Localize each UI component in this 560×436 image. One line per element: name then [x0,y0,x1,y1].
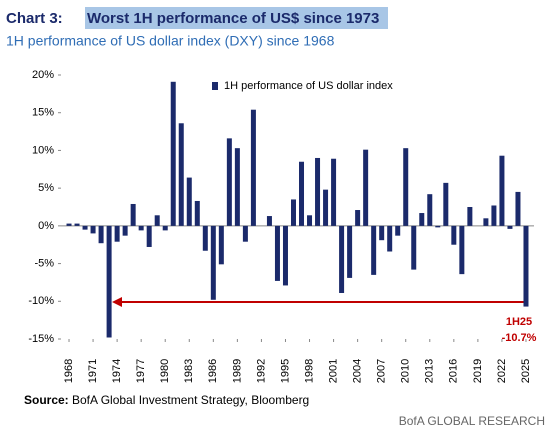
bar [523,225,529,307]
source-label: Source: [24,393,69,407]
bar [146,225,152,247]
legend-label: 1H performance of US dollar index [224,80,393,92]
y-tick-label: 10% [32,144,54,156]
x-tick-label: 2001 [327,359,339,383]
y-tick-label: 5% [38,182,54,194]
x-tick-label: 2013 [424,359,436,383]
x-tick-label: 2010 [400,359,412,383]
x-tick-label: 2019 [472,359,484,383]
x-tick-label: 1989 [231,359,243,383]
bar [242,225,248,242]
bar [371,225,377,275]
bar [355,210,361,226]
legend-swatch [212,82,218,90]
y-tick-label: 20% [32,69,54,81]
bar [250,109,256,226]
x-tick-label: 2022 [496,359,508,383]
bar [451,225,457,245]
x-tick-label: 2004 [352,359,364,383]
bar [307,215,313,226]
chart-title: Worst 1H performance of US$ since 1973 [87,10,379,27]
x-tick-label: 1995 [279,359,291,383]
bar [194,200,200,226]
y-tick-label: -10% [28,295,54,307]
bar [491,205,497,226]
footer: BofA GLOBAL RESEARCH [399,414,545,428]
bar [459,225,465,275]
chart-title-prefix: Chart 3: [6,10,63,27]
bar [274,225,280,281]
bar [427,194,433,226]
annotation: 1H25 [506,316,532,328]
bar [66,223,72,226]
x-tick-label: 2007 [376,359,388,383]
bar [387,225,393,252]
bar [443,182,449,226]
bar [170,81,176,226]
x-tick-label: 1974 [111,359,123,383]
x-tick-label: 1980 [159,359,171,383]
y-tick-label: -5% [34,257,54,269]
bar [435,225,441,228]
x-tick-label: 2016 [448,359,460,383]
bar [299,161,305,226]
y-tick-label: 15% [32,107,54,119]
bar [315,157,321,226]
bar [339,225,345,293]
bar [363,149,369,226]
bar [122,225,128,236]
bar [467,207,473,226]
bar [82,225,88,230]
bar [106,225,112,338]
source: BofA Global Investment Strategy, Bloombe… [72,393,309,407]
bar [130,203,136,226]
bar [290,199,296,226]
bar [162,225,168,231]
bar [483,218,489,226]
x-tick-label: 2025 [520,359,532,383]
annotation: -10.7% [502,332,537,344]
y-tick-label: 0% [38,220,54,232]
bar [74,223,80,226]
bar [515,191,521,226]
bar [282,225,288,286]
bar [210,225,216,300]
bar [138,225,144,231]
y-tick-label: -15% [28,333,54,345]
bar [411,225,417,270]
bar [202,225,208,251]
bar [90,225,96,234]
x-tick-label: 1992 [255,359,267,383]
bar [178,123,184,226]
bar [403,148,409,226]
bar [154,215,160,226]
bar [379,225,385,241]
chart-subtitle: 1H performance of US dollar index (DXY) … [6,33,335,49]
bar [266,216,272,226]
x-tick-label: 1977 [135,359,147,383]
bar [507,225,513,229]
bar [186,177,192,226]
bar [234,148,240,226]
x-tick-label: 1986 [207,359,219,383]
bar [499,155,505,226]
x-tick-label: 1971 [87,359,99,383]
bar [218,225,224,265]
bar [226,138,232,226]
bar [395,225,401,236]
x-tick-label: 1998 [303,359,315,383]
bar [323,189,329,226]
bar [331,158,337,226]
x-tick-label: 1983 [183,359,195,383]
title-highlight [85,7,388,29]
bar [347,225,353,278]
bar [419,213,425,226]
bar [114,225,120,242]
x-tick-label: 1968 [63,359,75,383]
annotation-arrowhead [112,297,122,307]
bar [98,225,104,244]
